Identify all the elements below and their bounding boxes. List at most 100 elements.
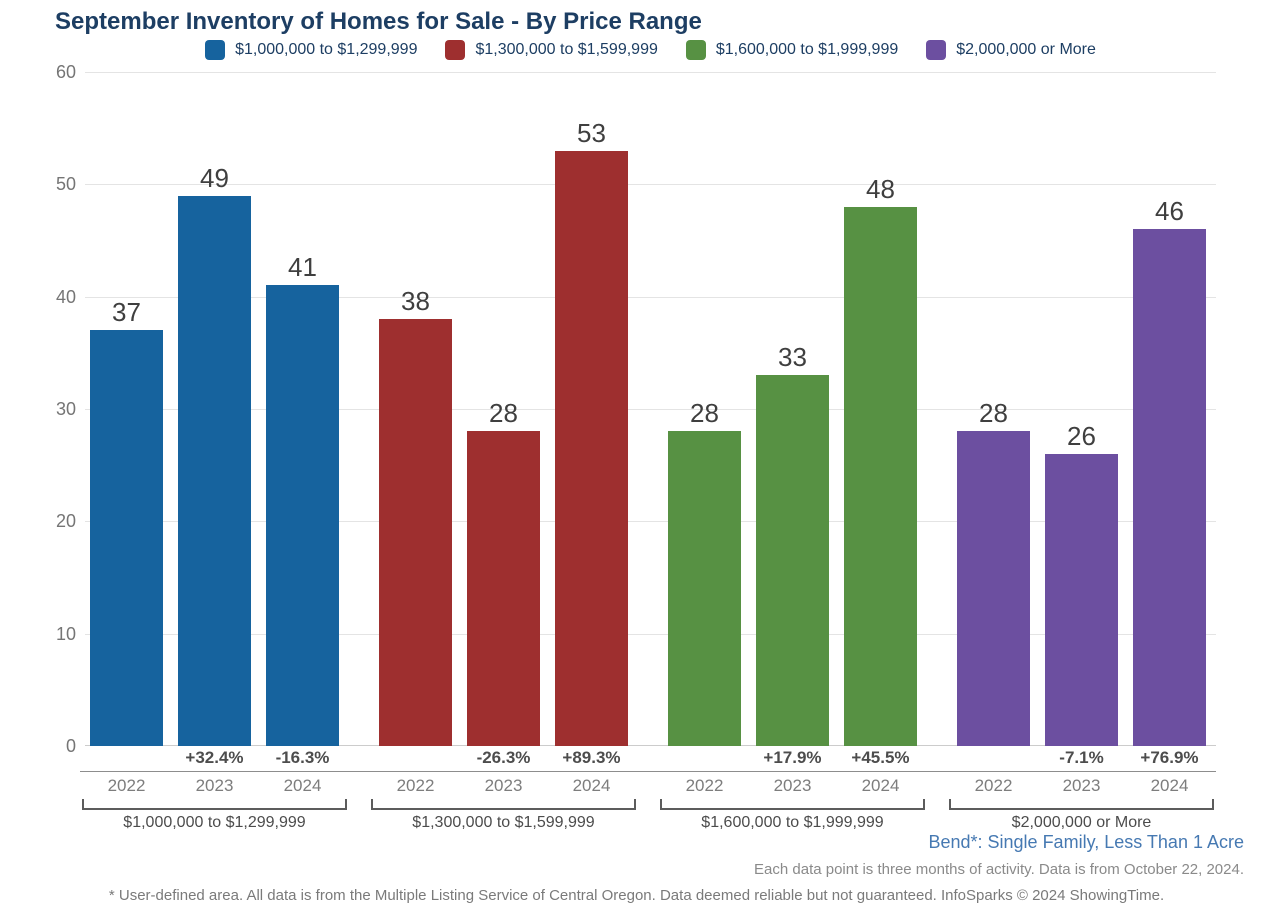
bar-g2-2023[interactable] — [467, 431, 540, 746]
gridline-0 — [85, 745, 1216, 746]
bar-column-g3-2023: 33 — [756, 342, 829, 746]
bar-g2-2022[interactable] — [379, 319, 452, 746]
year-label-g3-2022: 2022 — [685, 776, 724, 795]
bar-value-g4-2024: 46 — [1155, 196, 1184, 227]
y-tick-label-50: 50 — [55, 174, 76, 195]
group-bracket-g4 — [949, 799, 1214, 810]
bar-g1-2022[interactable] — [90, 330, 163, 746]
data-note: Each data point is three months of activ… — [754, 861, 1244, 878]
gridline-50 — [85, 184, 1216, 186]
legend-label-g3: $1,600,000 to $1,999,999 — [715, 41, 899, 58]
bar-value-g4-2023: 26 — [1067, 420, 1096, 451]
year-label-g1-2023: 2023 — [195, 776, 234, 795]
pct-row-g3: +17.9% +45.5% — [660, 746, 925, 771]
pct-change-g2-2024: +89.3% — [562, 748, 621, 767]
bar-value-g2-2024: 53 — [577, 117, 606, 148]
pct-change-g4-2024: +76.9% — [1140, 748, 1199, 767]
pct-change-g3-2023: +17.9% — [763, 748, 822, 767]
gridline-30 — [85, 409, 1216, 410]
group-bracket-g3 — [660, 799, 925, 810]
bar-column-g3-2024: 48 — [844, 174, 917, 746]
bar-value-g1-2022: 37 — [112, 297, 141, 328]
bar-column-g4-2023: 26 — [1045, 421, 1118, 746]
gridline-10 — [85, 633, 1216, 635]
price-range-label-g4: $2,000,000 or More — [1011, 814, 1152, 831]
pct-row-g4: -7.1% +76.9% — [949, 746, 1214, 771]
legend-swatch-g2 — [445, 40, 466, 60]
legend-label-g1: $1,000,000 to $1,299,999 — [235, 41, 418, 58]
bar-value-g1-2024: 41 — [288, 252, 317, 283]
bar-g3-2022[interactable] — [668, 431, 741, 746]
bar-value-g4-2022: 28 — [979, 398, 1008, 429]
year-label-g4-2023: 2023 — [1062, 776, 1101, 795]
legend-swatch-g1 — [205, 40, 226, 60]
year-label-g1-2022: 2022 — [107, 776, 146, 795]
bar-g4-2023[interactable] — [1045, 453, 1118, 746]
year-label-g3-2024: 2024 — [861, 776, 900, 795]
bar-g3-2023[interactable] — [756, 375, 829, 746]
bar-value-g3-2023: 33 — [778, 342, 807, 373]
years-row-g1: 2022 2023 2024 — [82, 771, 347, 798]
chart-title: September Inventory of Homes for Sale - … — [55, 8, 702, 35]
bar-g4-2024[interactable] — [1133, 229, 1206, 746]
years-row-g2: 2022 2023 2024 — [371, 771, 636, 798]
bar-column-g2-2024: 53 — [555, 118, 628, 746]
bar-column-g1-2023: 49 — [178, 163, 251, 746]
bar-g3-2024[interactable] — [844, 206, 917, 746]
bar-column-g1-2024: 41 — [266, 252, 339, 746]
bar-g2-2024[interactable] — [555, 150, 628, 746]
year-label-g2-2024: 2024 — [572, 776, 611, 795]
y-tick-label-40: 40 — [55, 286, 76, 307]
pct-change-g1-2023: +32.4% — [185, 748, 244, 767]
area-label: Bend*: Single Family, Less Than 1 Acre — [928, 832, 1244, 852]
bar-column-g2-2023: 28 — [467, 398, 540, 746]
year-label-g1-2024: 2024 — [283, 776, 322, 795]
legend-item-g3: $1,600,000 to $1,999,999 — [685, 40, 899, 60]
year-label-g2-2022: 2022 — [396, 776, 435, 795]
pct-row-g1: +32.4% -16.3% — [82, 746, 347, 771]
pct-change-g2-2023: -26.3% — [476, 748, 531, 767]
legend-label-g2: $1,300,000 to $1,599,999 — [475, 41, 658, 58]
price-range-label-g3: $1,600,000 to $1,999,999 — [701, 814, 884, 831]
bar-column-g4-2022: 28 — [957, 398, 1030, 746]
year-label-g2-2023: 2023 — [484, 776, 523, 795]
group-bracket-g1 — [82, 799, 347, 810]
x-group-3: +17.9% +45.5% 2022 2023 2024 $1,600,000 to $1… — [660, 746, 925, 832]
bar-column-g2-2022: 38 — [379, 286, 452, 746]
pct-change-g1-2024: -16.3% — [275, 748, 330, 767]
bar-value-g2-2023: 28 — [489, 398, 518, 429]
year-label-g3-2023: 2023 — [773, 776, 812, 795]
bar-value-g2-2022: 38 — [401, 286, 430, 317]
gridline-20 — [85, 521, 1216, 523]
bar-g1-2023[interactable] — [178, 195, 251, 746]
year-label-g4-2022: 2022 — [974, 776, 1013, 795]
percent-row-divider — [80, 771, 1216, 772]
disclaimer: * User-defined area. All data is from th… — [108, 887, 1165, 904]
y-axis-labels: 0 10 20 30 40 50 60 — [26, 62, 76, 756]
price-range-label-g2: $1,300,000 to $1,599,999 — [412, 814, 595, 831]
bar-value-g3-2024: 48 — [866, 173, 895, 204]
year-label-g4-2024: 2024 — [1150, 776, 1189, 795]
legend-label-g4: $2,000,000 or More — [956, 41, 1096, 58]
y-tick-label-10: 10 — [55, 623, 76, 644]
bar-value-g3-2022: 28 — [690, 398, 719, 429]
y-tick-label-0: 0 — [65, 736, 76, 756]
legend-swatch-g4 — [926, 40, 947, 60]
pct-row-g2: -26.3% +89.3% — [371, 746, 636, 771]
bar-g1-2024[interactable] — [266, 285, 339, 746]
legend-item-g4: $2,000,000 or More — [926, 40, 1096, 60]
legend: $1,000,000 to $1,299,999 $1,300,000 to $1… — [85, 40, 1216, 60]
legend-item-g2: $1,300,000 to $1,599,999 — [445, 40, 658, 60]
pct-change-g4-2023: -7.1% — [1059, 748, 1104, 767]
y-tick-label-30: 30 — [55, 399, 76, 419]
gridline-40 — [85, 296, 1216, 298]
legend-swatch-g3 — [685, 40, 706, 60]
bar-column-g3-2022: 28 — [668, 398, 741, 746]
gridline-60 — [85, 72, 1216, 73]
legend-item-g1: $1,000,000 to $1,299,999 — [205, 40, 417, 60]
bar-g4-2022[interactable] — [957, 431, 1030, 746]
group-bracket-g2 — [371, 799, 636, 810]
plot-area: 37 49 41 38 28 53 28 33 48 28 26 46 — [85, 72, 1216, 746]
y-tick-label-60: 60 — [55, 62, 76, 82]
